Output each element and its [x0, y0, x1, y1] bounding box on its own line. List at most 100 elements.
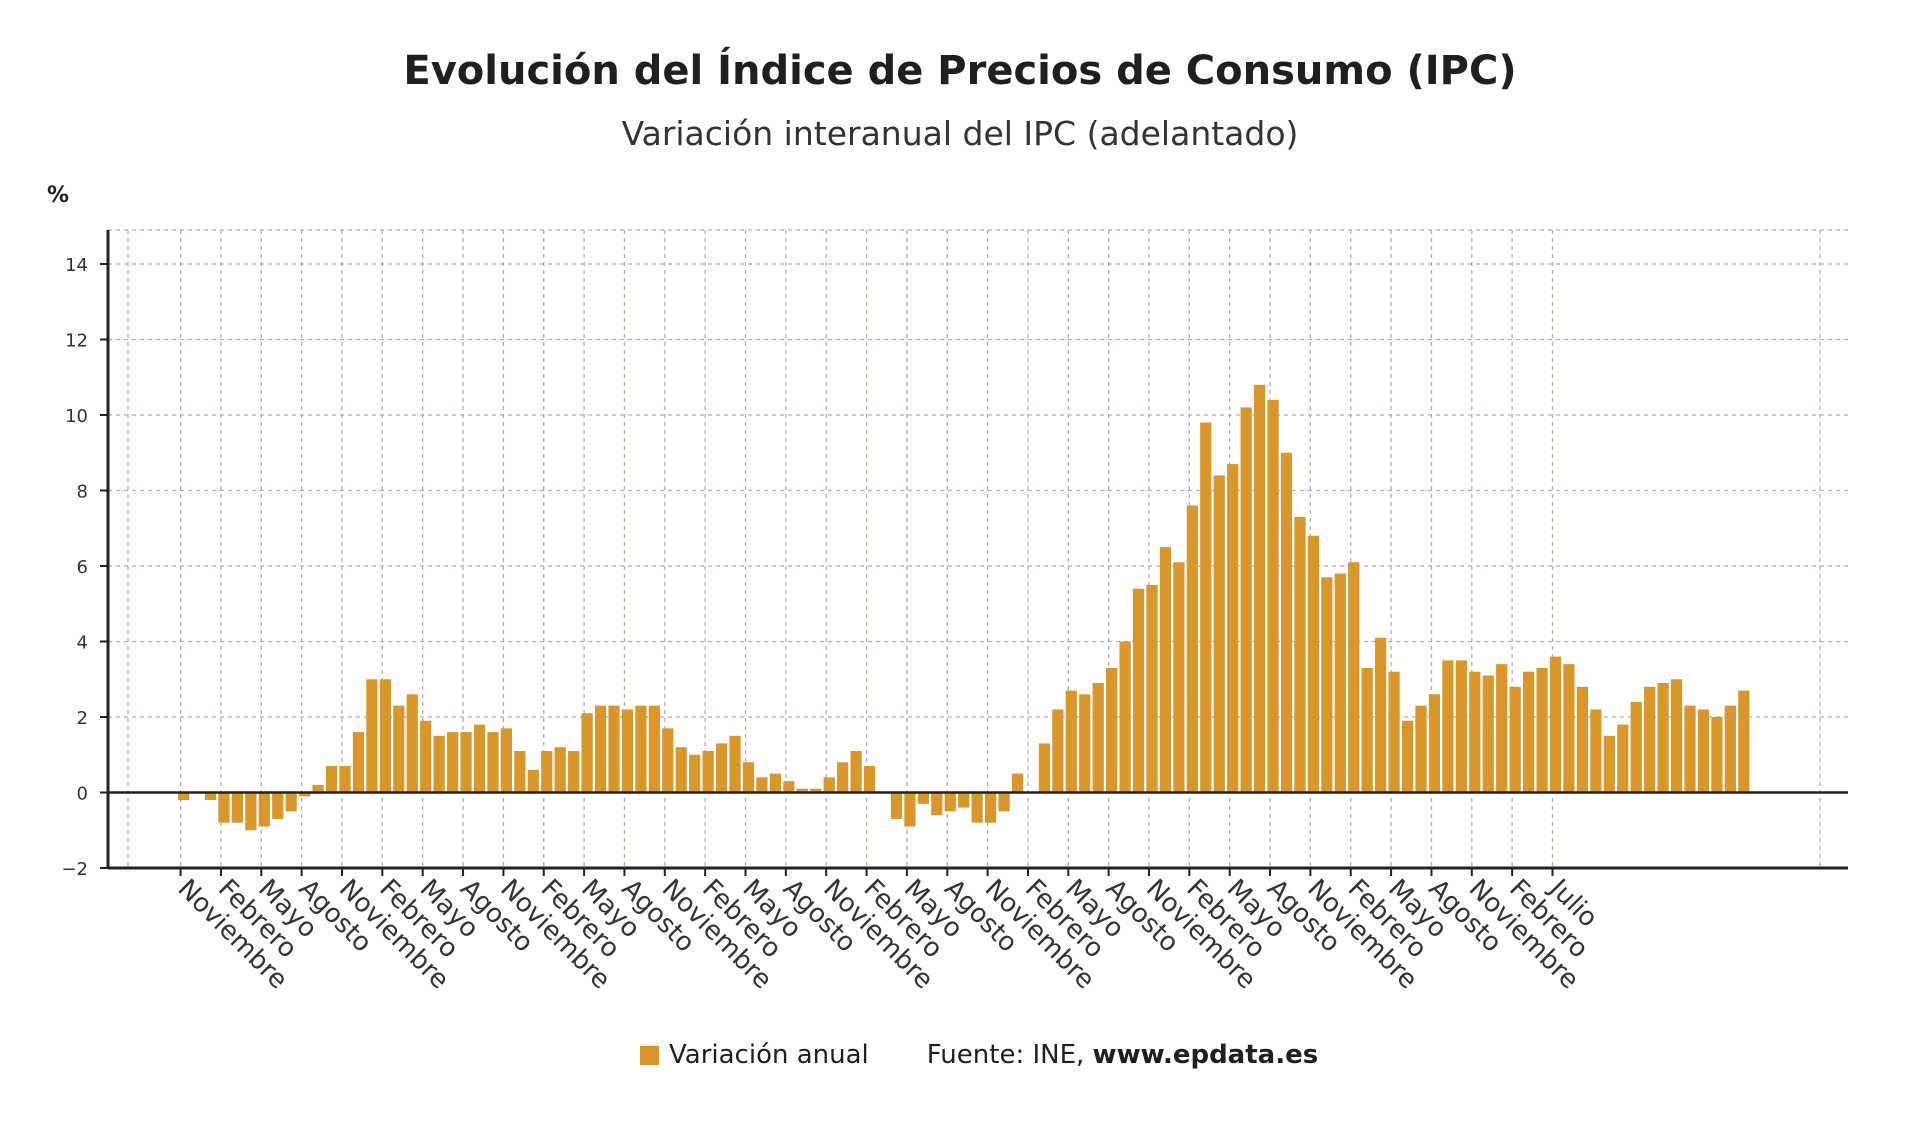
legend-swatch: [640, 1045, 659, 1065]
bar: [1240, 407, 1252, 793]
bar: [783, 781, 795, 793]
chart-subtitle: Variación interanual del IPC (adelantado…: [621, 114, 1299, 153]
bar: [1738, 690, 1750, 793]
bar: [258, 792, 270, 827]
bar: [998, 792, 1010, 812]
bar: [447, 732, 459, 793]
bar: [850, 750, 862, 793]
bar: [433, 735, 445, 793]
bar: [1173, 562, 1185, 793]
bar: [1496, 664, 1508, 793]
bar: [420, 720, 432, 793]
bar: [1563, 664, 1575, 793]
bar: [1052, 709, 1064, 793]
bar: [810, 788, 822, 793]
bar: [1227, 464, 1239, 793]
bar: [1375, 637, 1387, 793]
chart-title: Evolución del Índice de Precios de Consu…: [403, 48, 1517, 94]
bar: [1388, 671, 1400, 793]
bar: [863, 766, 876, 793]
bar: [527, 769, 539, 793]
bar: [716, 743, 728, 793]
bar: [1092, 683, 1104, 793]
bar: [1294, 516, 1306, 793]
source-label: Fuente: INE,: [926, 1040, 1085, 1070]
legend: Variación anual Fuente: INE, www.epdata.…: [640, 1040, 1318, 1070]
bar: [769, 773, 781, 793]
bar: [1280, 452, 1293, 793]
bar: [756, 777, 768, 793]
bar: [1348, 562, 1360, 793]
bar: [352, 732, 365, 793]
bar: [1711, 717, 1723, 793]
bars: [178, 384, 1750, 831]
bar: [621, 709, 634, 793]
bar: [1428, 694, 1441, 793]
axes: [100, 230, 1848, 876]
bar: [272, 792, 284, 819]
bar: [1603, 735, 1615, 793]
bar: [1415, 705, 1427, 793]
bar: [823, 777, 835, 793]
bar: [702, 750, 714, 793]
y-tick-label: −2: [61, 859, 88, 880]
bar: [299, 792, 311, 797]
bar: [379, 679, 391, 793]
bar: [1442, 660, 1454, 793]
bar: [1670, 679, 1683, 793]
bar: [393, 705, 405, 793]
bar: [514, 750, 526, 793]
bar: [675, 747, 687, 793]
bar: [944, 792, 956, 812]
bar: [1482, 675, 1494, 793]
bar: [1254, 384, 1266, 793]
bar: [581, 713, 593, 793]
bar: [689, 754, 701, 793]
bar: [742, 762, 755, 793]
x-tick-labels: NoviembreFebreroMayoAgostoNoviembreFebre…: [172, 872, 1604, 995]
bar: [1106, 667, 1118, 793]
bar: [1536, 667, 1548, 793]
y-tick-label: 8: [77, 482, 88, 503]
bar: [985, 792, 997, 823]
bar: [487, 732, 499, 793]
bar: [608, 705, 620, 793]
bar: [594, 705, 607, 793]
bar: [1213, 475, 1225, 793]
bar: [339, 766, 351, 793]
source-site: www.epdata.es: [1092, 1040, 1319, 1070]
bar: [285, 792, 297, 812]
bar: [1657, 683, 1669, 793]
bar: [312, 784, 324, 793]
y-tick-label: 2: [77, 708, 88, 729]
bar: [1590, 709, 1602, 793]
bar: [837, 762, 849, 793]
bar: [568, 750, 580, 793]
bar: [1630, 701, 1642, 793]
bar: [1267, 399, 1279, 793]
bar: [931, 792, 943, 816]
bar: [1186, 505, 1198, 793]
bar: [971, 792, 983, 823]
bar: [460, 732, 472, 793]
bar: [1684, 705, 1696, 793]
bar: [204, 792, 217, 801]
bar: [1119, 641, 1131, 793]
bar: [473, 724, 486, 793]
bar: [366, 679, 378, 793]
bar: [245, 792, 257, 831]
bar: [500, 728, 512, 793]
bar: [1307, 535, 1319, 793]
bar: [1509, 686, 1521, 793]
bar: [648, 705, 660, 793]
bar: [1469, 671, 1481, 793]
bar: [1011, 773, 1024, 793]
bar: [218, 792, 230, 823]
y-tick-label: 6: [77, 557, 88, 578]
bar: [917, 792, 929, 804]
y-axis-unit: %: [47, 183, 70, 208]
y-tick-label: 14: [65, 255, 88, 276]
bar: [1038, 743, 1050, 793]
bar: [1523, 671, 1535, 793]
y-tick-label: 0: [77, 784, 88, 805]
